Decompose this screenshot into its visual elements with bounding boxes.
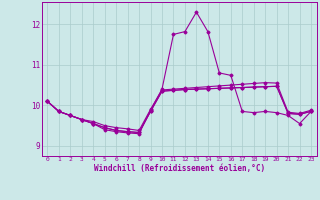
X-axis label: Windchill (Refroidissement éolien,°C): Windchill (Refroidissement éolien,°C) [94,164,265,173]
